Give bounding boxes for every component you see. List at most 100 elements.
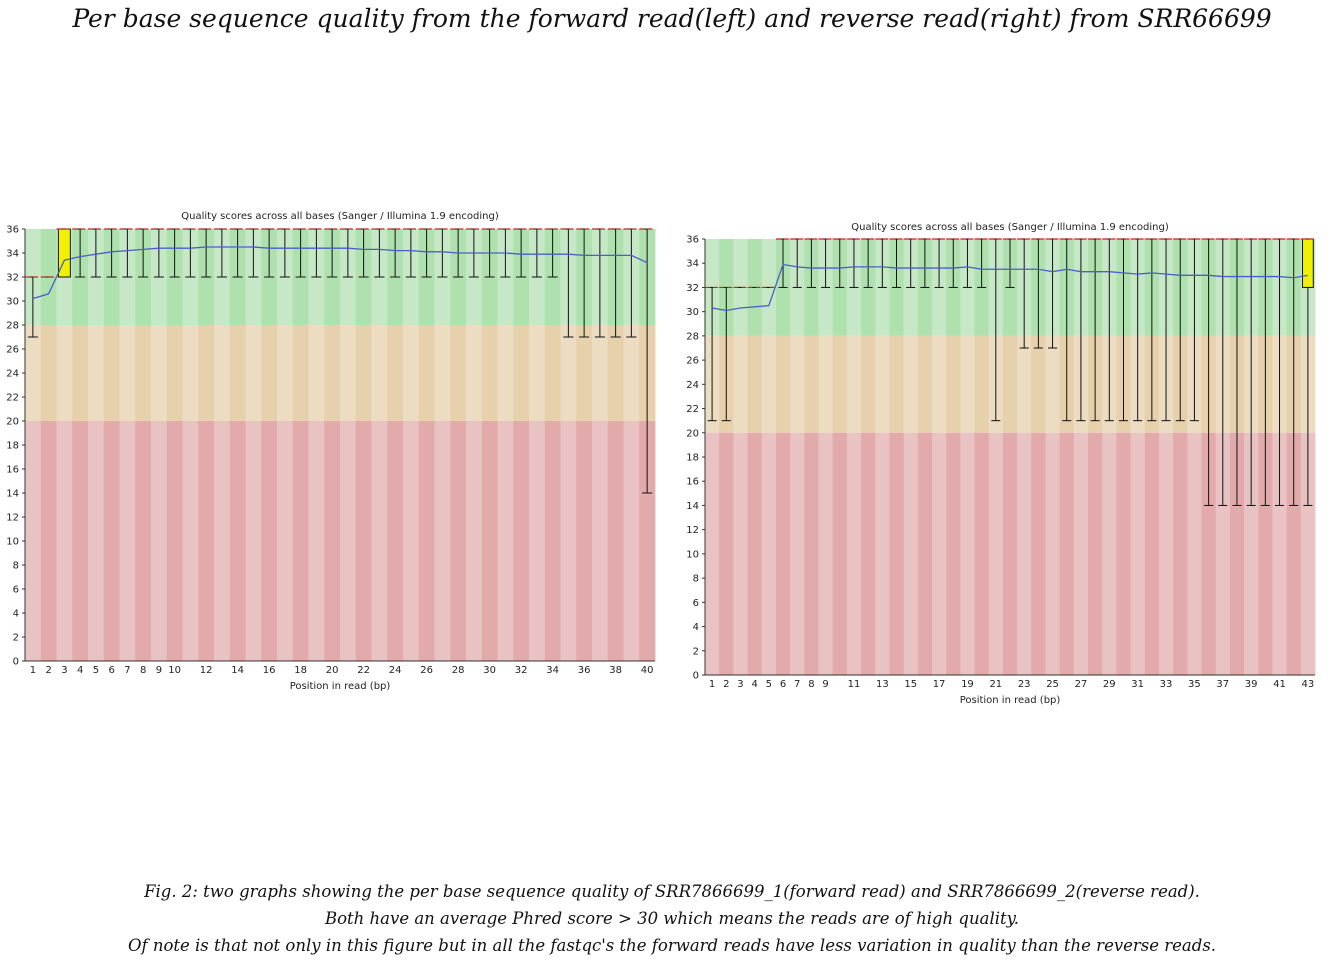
x-axis-label: Position in read (bp) (960, 695, 1061, 706)
band-bad-12 (861, 432, 876, 675)
band-bad-43 (1300, 432, 1316, 675)
x-tick-label: 36 (578, 665, 591, 676)
band-warn-9 (818, 335, 834, 433)
band-bad-21 (988, 432, 1004, 675)
band-bad-14 (889, 432, 905, 675)
band-warn-5 (761, 335, 777, 433)
band-warn-35 (560, 325, 577, 421)
x-tick-label: 6 (780, 679, 786, 690)
y-tick-label: 20 (686, 428, 699, 439)
band-warn-10 (166, 325, 183, 421)
y-tick-label: 28 (686, 331, 699, 342)
band-warn-10 (832, 335, 848, 433)
y-tick-label: 14 (6, 489, 19, 500)
band-bad-17 (931, 432, 947, 675)
x-tick-label: 3 (737, 679, 743, 690)
y-tick-label: 2 (693, 646, 699, 657)
band-warn-8 (804, 335, 819, 433)
mean-line-series (32, 246, 648, 300)
x-tick-label: 3 (61, 665, 67, 676)
y-tick-label: 12 (6, 513, 19, 524)
band-warn-7 (119, 325, 136, 421)
x-tick-label: 26 (420, 665, 433, 676)
band-warn-26 (418, 325, 435, 421)
x-tick-label: 5 (93, 665, 99, 676)
band-warn-23 (371, 325, 388, 421)
band-bad-29 (466, 421, 483, 661)
band-warn-3 (733, 335, 748, 433)
x-tick-label: 29 (1103, 679, 1116, 690)
y-tick-label: 22 (6, 393, 19, 404)
y-tick-label: 26 (6, 345, 19, 356)
band-warn-23 (1017, 335, 1032, 433)
box-43 (1302, 238, 1314, 288)
band-bad-26 (418, 421, 435, 661)
band-warn-37 (592, 325, 609, 421)
band-bad-7 (119, 421, 136, 661)
x-tick-label: 28 (452, 665, 465, 676)
band-bad-18 (292, 421, 309, 661)
band-warn-15 (245, 325, 262, 421)
band-warn-17 (931, 335, 947, 433)
y-tick-label: 26 (686, 356, 699, 367)
band-bad-31 (1130, 432, 1146, 675)
band-warn-14 (889, 335, 905, 433)
x-tick-label: 32 (515, 665, 528, 676)
x-tick-label: 7 (124, 665, 130, 676)
band-bad-34 (544, 421, 561, 661)
band-bad-3 (733, 432, 748, 675)
x-tick-label: 2 (723, 679, 729, 690)
x-tick-label: 35 (1188, 679, 1201, 690)
band-bad-20 (974, 432, 990, 675)
band-warn-13 (875, 335, 890, 433)
x-tick-label: 9 (156, 665, 162, 676)
band-warn-28 (450, 325, 467, 421)
x-tick-label: 4 (751, 679, 757, 690)
band-bad-40 (639, 421, 656, 661)
band-warn-36 (576, 325, 593, 421)
band-bad-19 (960, 432, 975, 675)
x-tick-label: 8 (140, 665, 146, 676)
y-tick-label: 36 (686, 235, 699, 246)
band-bad-26 (1059, 432, 1075, 675)
x-tick-label: 1 (709, 679, 715, 690)
band-bad-15 (245, 421, 262, 661)
chart-title: Quality scores across all bases (Sanger … (851, 222, 1169, 233)
band-warn-38 (607, 325, 624, 421)
band-bad-25 (1045, 432, 1061, 675)
band-warn-14 (229, 325, 246, 421)
chart-title: Quality scores across all bases (Sanger … (181, 211, 499, 222)
y-tick-label: 16 (6, 465, 19, 476)
band-bad-18 (946, 432, 961, 675)
band-bad-9 (818, 432, 834, 675)
band-bad-34 (1173, 432, 1188, 675)
band-bad-13 (875, 432, 890, 675)
band-warn-6 (775, 335, 791, 433)
y-tick-label: 36 (6, 225, 19, 236)
band-bad-38 (1229, 432, 1245, 675)
band-warn-34 (544, 325, 561, 421)
x-tick-label: 10 (168, 665, 181, 676)
x-tick-label: 17 (933, 679, 946, 690)
band-warn-7 (790, 335, 805, 433)
band-bad-10 (832, 432, 848, 675)
band-bad-1 (25, 421, 42, 661)
band-warn-4 (72, 325, 89, 421)
band-bad-28 (450, 421, 467, 661)
mean-line-series (711, 263, 1309, 312)
box-3 (57, 228, 71, 278)
y-tick-label: 10 (686, 549, 699, 560)
x-tick-label: 11 (848, 679, 861, 690)
y-tick-label: 16 (686, 477, 699, 488)
band-warn-15 (903, 335, 919, 433)
band-bad-20 (324, 421, 341, 661)
band-bad-8 (804, 432, 819, 675)
y-tick-label: 6 (693, 598, 699, 609)
x-tick-label: 19 (961, 679, 974, 690)
band-warn-25 (1045, 335, 1061, 433)
band-bad-16 (261, 421, 278, 661)
y-tick-label: 8 (693, 574, 699, 585)
x-tick-label: 39 (1245, 679, 1258, 690)
caption-line-1: Fig. 2: two graphs showing the per base … (144, 882, 1200, 901)
